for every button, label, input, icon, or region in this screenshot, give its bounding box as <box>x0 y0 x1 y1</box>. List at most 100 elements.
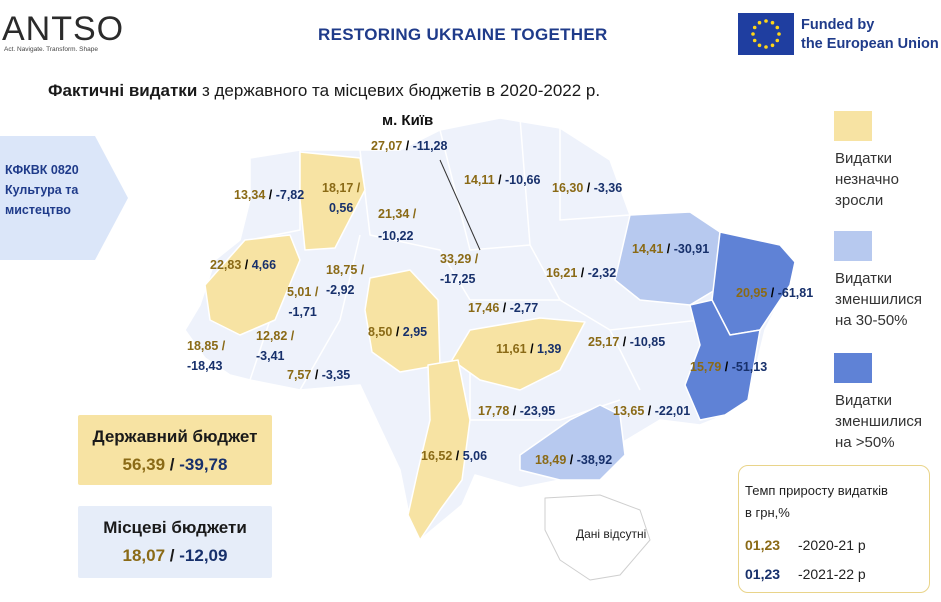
region-label-zhytomyr: 21,34 /-10,22 <box>378 207 417 243</box>
region-label-donetsk: 15,79 / -51,13 <box>690 360 768 374</box>
region-label-poltava: 16,21 / -2,32 <box>546 266 617 280</box>
legend-line: зменшилися <box>835 291 922 308</box>
eu-line-1: Funded by <box>801 17 875 33</box>
rate-row-label: -2020-21 р <box>797 537 866 553</box>
value-2021-22: -2,92 <box>326 283 355 297</box>
rate-row-label: -2021-22 р <box>797 566 866 582</box>
value-2020-21: 8,50 <box>368 325 393 339</box>
region-label-kyiv-obl: 33,29 /-17,25 <box>440 252 479 286</box>
kfk-text: КФКВК 0820 Культура та мистецтво <box>5 160 79 220</box>
value-2020-21: 15,79 <box>690 360 722 374</box>
map-kharkiv <box>614 211 721 306</box>
region-label-ivano-frankivsk: 12,82 /-3,41 <box>256 329 295 363</box>
region-label-kherson: 18,49 / -38,92 <box>535 453 613 467</box>
legend-line: Видатки <box>835 150 892 167</box>
legend-text-decrease-30-50: Видатки зменшилися на 30-50% <box>835 268 922 331</box>
state-budget-title: Державний бюджет <box>92 427 258 446</box>
value-2021-22: 5,06 <box>462 449 488 463</box>
value-2021-22: -3,35 <box>321 368 351 382</box>
legend-line: Видатки <box>835 270 892 287</box>
kyiv-leader-line <box>439 159 481 251</box>
region-label-cherkasy: 17,46 / -2,77 <box>468 301 539 315</box>
value-2020-21: 18,75 <box>326 263 358 277</box>
rate-title-line-2: в грн,% <box>745 505 790 520</box>
region-label-lviv: 22,83 / 4,66 <box>210 258 277 272</box>
map-odesa <box>407 359 471 541</box>
legend-line: Видатки <box>835 392 892 409</box>
page-title-bold: Фактичні видатки <box>48 81 198 100</box>
region-label-chernivtsi: 7,57 / -3,35 <box>287 368 351 382</box>
region-label-sumy: 16,30 / -3,36 <box>552 181 623 195</box>
rate-legend-box <box>738 465 930 593</box>
rate-legend-title: Темп приросту видатків в грн,% <box>745 480 925 524</box>
rate-sample-2020-21: 01,23 <box>745 537 781 553</box>
map-lviv <box>204 234 301 336</box>
local-budget-values: 18,07 / -12,09 <box>122 546 228 565</box>
value-2020-21: 13,65 <box>613 404 645 418</box>
value-2020-21: 13,34 <box>234 188 266 202</box>
value-2021-22: -38,92 <box>576 453 613 467</box>
eu-flag-icon <box>738 13 794 55</box>
value-2020-21: 12,82 <box>256 329 288 343</box>
legend-line: на 30-50% <box>835 312 908 329</box>
legend-line: зросли <box>835 192 884 209</box>
kyiv-label: м. Київ <box>382 112 434 129</box>
rate-sample-2021-22: 01,23 <box>745 566 781 582</box>
value-2020-21: 17,46 <box>468 301 500 315</box>
region-label-kyiv-city: 27,07 / -11,28 <box>371 139 448 153</box>
kfk-line-1: КФКВК 0820 <box>5 163 79 177</box>
value-2020-21: 14,11 <box>464 173 495 187</box>
value-2021-22: 1,39 <box>537 342 562 356</box>
value-2020-21: 22,83 <box>210 258 242 272</box>
value-2020-21: 5,01 <box>287 285 312 299</box>
eu-line-2: the European Union <box>801 36 939 52</box>
map-donetsk <box>684 299 761 421</box>
legend-text-increase: Видатки незначно зросли <box>835 148 899 211</box>
value-2021-22: 2,95 <box>402 325 428 339</box>
value-2020-21: 27,07 <box>371 139 403 153</box>
region-label-luhansk: 20,95 / -61,81 <box>736 286 814 300</box>
region-label-zakarpattia: 18,85 /-18,43 <box>187 339 226 373</box>
kfk-line-2: Культура та <box>5 183 79 197</box>
region-label-zaporizhzhia: 13,65 / -22,01 <box>613 404 691 418</box>
value-2021-22: 0,56 <box>328 201 354 215</box>
value-2021-22: -17,25 <box>440 272 476 286</box>
value-2020-21: 7,57 <box>287 368 312 382</box>
state-budget-values: 56,39 / -39,78 <box>122 455 228 474</box>
legend-swatch-decrease-30-50 <box>834 231 872 261</box>
region-label-khmelnytskyi: 5,01 /-1,71 <box>287 285 319 319</box>
header-title: RESTORING UKRAINE TOGETHER <box>318 25 608 44</box>
value-2021-22: -30,91 <box>673 242 710 256</box>
legend-swatch-increase <box>834 111 872 141</box>
region-label-dnipro: 25,17 / -10,85 <box>588 335 666 349</box>
value-2021-22: -2,32 <box>587 266 617 280</box>
rate-row-2021-22: 01,23 -2021-22 р <box>745 566 866 582</box>
kfk-line-3: мистецтво <box>5 203 71 217</box>
value-2020-21: 21,34 <box>378 207 410 221</box>
kfk-arrow-tag <box>0 136 128 260</box>
logo-text: ANTSO <box>2 10 125 48</box>
local-budget-2021-22: -12,09 <box>179 546 228 565</box>
value-2021-22: 4,66 <box>251 258 277 272</box>
legend-swatch-decrease-50 <box>834 353 872 383</box>
value-2020-21: 25,17 <box>588 335 620 349</box>
state-budget-box: Державний бюджет 56,39 / -39,78 <box>78 415 272 485</box>
rate-title-line-1: Темп приросту видатків <box>745 483 888 498</box>
local-budget-box: Місцеві бюджети 18,07 / -12,09 <box>78 506 272 578</box>
region-label-rivne: 18,17 /0,56 <box>322 181 361 215</box>
page-title-rest: з державного та місцевих бюджетів в 2020… <box>197 81 601 100</box>
value-2021-22: -23,95 <box>519 404 556 418</box>
value-2021-22: -51,13 <box>731 360 768 374</box>
map-crimea <box>544 494 651 581</box>
region-label-chernihiv: 14,11 / -10,66 <box>464 173 541 187</box>
value-2020-21: 16,30 <box>552 181 584 195</box>
map-rivne <box>299 151 366 251</box>
page-title: Фактичні видатки з державного та місцеви… <box>48 81 600 101</box>
map-luhansk <box>711 231 796 336</box>
local-budget-2020-21: 18,07 <box>122 546 166 565</box>
map-kherson <box>519 404 626 481</box>
logo-tagline: Act. Navigate. Transform. Shape <box>4 46 98 53</box>
region-label-kirovohrad: 11,61 / 1,39 <box>496 342 562 356</box>
region-label-volyn: 13,34 / -7,82 <box>234 188 305 202</box>
